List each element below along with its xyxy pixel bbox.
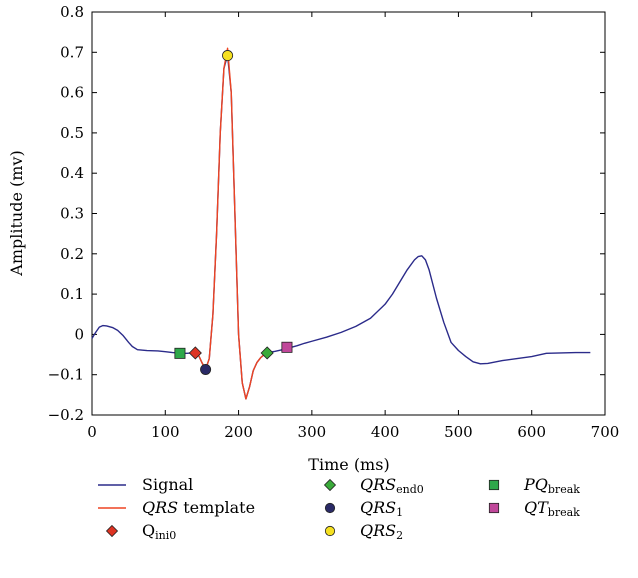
y-tick-label: −0.2 [48,406,84,424]
x-tick-label: 100 [151,423,180,441]
legend-circle-symbol [324,525,336,537]
legend-label: QRS template [142,498,255,517]
legend-item: QRS1 [324,498,403,519]
marker-qrs1 [200,363,212,375]
legend-item: Signal [98,475,193,494]
marker-qtbreak [281,341,293,353]
legend-circle-symbol [324,502,336,514]
legend-item: QRS2 [324,521,403,542]
legend-item: PQbreak [488,475,580,496]
series-signal-line [91,54,591,400]
legend-item: QTbreak [488,498,580,519]
y-tick-label: 0.1 [60,285,84,303]
legend-label: PQbreak [523,475,580,496]
x-tick-label: 200 [224,423,253,441]
x-tick-label: 700 [591,423,620,441]
series-qrs-template-line [194,47,269,400]
legend-item: QRSend0 [323,475,424,496]
legend-diamond-symbol [323,478,337,492]
x-tick-label: 400 [371,423,400,441]
legend-label: Signal [142,475,193,494]
y-tick-label: −0.1 [48,366,84,384]
legend-square-symbol [488,479,500,491]
y-tick-label: 0 [74,325,84,343]
y-tick-label: 0.3 [60,205,84,223]
plot-area: 0 100 200 300 400 500 600 700 −0.2 −0.1 0 0.1 0.2 0.3… [48,3,620,441]
x-tick-label: 0 [87,423,97,441]
legend-item: Qini0 [105,521,176,542]
x-tick-label: 600 [517,423,546,441]
legend-item: QRS template [98,498,255,517]
y-tick-label: 0.8 [60,3,84,21]
marker-pqbreak [174,347,186,359]
x-axis-label: Time (ms) [308,455,389,474]
y-tick-label: 0.4 [60,164,84,182]
y-tick-label: 0.6 [60,84,84,102]
marker-qrsend0 [260,346,274,360]
marker-qini0 [188,346,202,360]
x-tick-label: 500 [444,423,473,441]
legend-diamond-symbol [105,524,119,538]
legend-label: QTbreak [524,498,580,519]
y-tick-label: 0.7 [60,43,84,61]
legend-label: QRS2 [360,521,403,542]
y-tick-label: 0.2 [60,245,84,263]
legend-label: QRSend0 [360,475,424,496]
y-tick-label: 0.5 [60,124,84,142]
legend-label: Qini0 [142,521,176,542]
y-axis-label: Amplitude (mv) [7,150,26,276]
marker-qrs2 [222,50,234,62]
legend-square-symbol [488,502,500,514]
x-tick-label: 300 [298,423,327,441]
axes-frame [91,11,606,416]
legend-label: QRS1 [360,498,403,519]
